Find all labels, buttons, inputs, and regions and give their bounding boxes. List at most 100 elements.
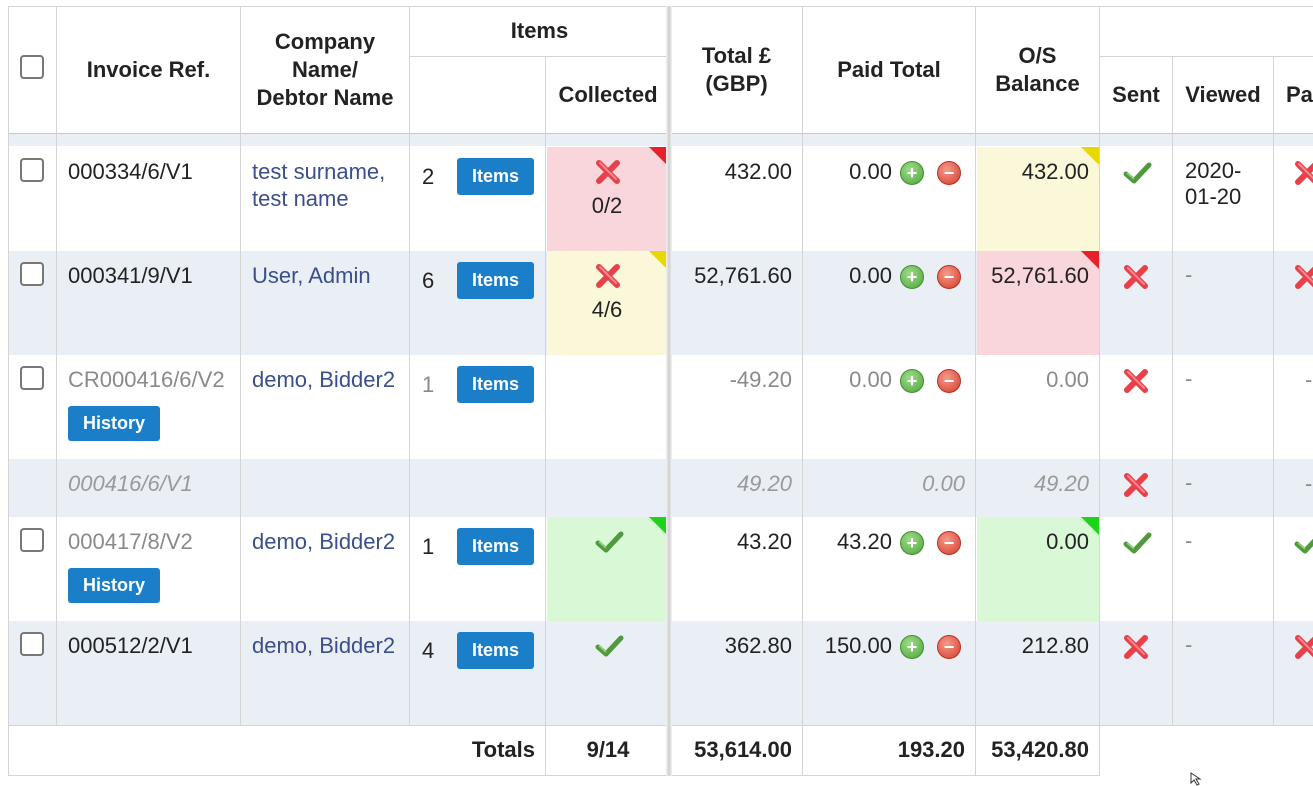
- paid-amount: 0.00: [922, 471, 965, 496]
- os-balance-amount: 212.80: [1021, 633, 1089, 658]
- paid-amount: 0.00: [849, 159, 892, 184]
- row-checkbox[interactable]: [20, 366, 44, 390]
- company-link[interactable]: demo, Bidder2: [252, 529, 396, 554]
- add-payment-icon[interactable]: +: [900, 161, 924, 185]
- os-balance-amount: 0.00: [1046, 529, 1089, 554]
- status-corner-flag: [1081, 147, 1099, 165]
- paid-amount: 43.20: [836, 529, 892, 554]
- header-invoice-ref[interactable]: Invoice Ref.: [86, 56, 211, 82]
- os-balance-amount: 52,761.60: [991, 263, 1089, 288]
- total-amount: 432.00: [724, 159, 792, 184]
- collected-status-cell: [547, 147, 667, 251]
- totals-label: Totals: [471, 737, 535, 762]
- invoice-ref[interactable]: CR000416/6/V2: [68, 367, 225, 392]
- collected-status-cell: [547, 517, 667, 621]
- invoice-ref[interactable]: 000417/8/V2: [68, 529, 193, 554]
- paid-amount: 0.00: [849, 367, 892, 392]
- paid-status-text: -: [1305, 367, 1313, 392]
- collected-count: 4/6: [591, 297, 623, 322]
- table-row: [9, 459, 1313, 517]
- table-row: [9, 621, 1313, 725]
- sent-status-icon: [1122, 633, 1150, 661]
- company-link[interactable]: test surname, test name: [252, 159, 386, 211]
- row-checkbox[interactable]: [20, 158, 44, 182]
- header-os-balance[interactable]: O/S Balance: [995, 42, 1080, 96]
- paid-amount: 0.00: [849, 263, 892, 288]
- paid-status-icon: [1293, 529, 1313, 557]
- item-count: 4: [422, 638, 435, 663]
- company-link[interactable]: demo, Bidder2: [252, 633, 396, 658]
- header-items-group: Items: [510, 18, 569, 43]
- os-status-cell: [977, 147, 1099, 251]
- row-checkbox[interactable]: [20, 528, 44, 552]
- row-checkbox[interactable]: [20, 632, 44, 656]
- os-balance-amount: 432.00: [1021, 159, 1089, 184]
- collected-status-icon: [594, 158, 622, 186]
- select-all-checkbox[interactable]: [20, 55, 44, 79]
- total-amount: -49.20: [729, 367, 792, 392]
- invoice-ref[interactable]: 000512/2/V1: [68, 633, 193, 658]
- add-payment-icon[interactable]: +: [900, 531, 924, 555]
- os-status-cell: [977, 251, 1099, 355]
- totals-total: 53,614.00: [694, 737, 792, 762]
- company-link[interactable]: User, Admin: [252, 263, 371, 288]
- company-link[interactable]: demo, Bidder2: [252, 367, 396, 392]
- collected-status-icon: [594, 632, 624, 660]
- header-viewed[interactable]: Viewed: [1185, 82, 1261, 107]
- items-button[interactable]: Items: [457, 528, 534, 565]
- status-corner-flag: [1081, 251, 1099, 269]
- remove-payment-icon[interactable]: −: [937, 265, 961, 289]
- remove-payment-icon[interactable]: −: [937, 369, 961, 393]
- collected-status-cell: [547, 251, 667, 355]
- viewed-date: -: [1185, 470, 1193, 495]
- viewed-date: -: [1185, 262, 1193, 287]
- add-payment-icon[interactable]: +: [900, 265, 924, 289]
- collected-status-icon: [594, 262, 622, 290]
- viewed-date: -: [1185, 366, 1193, 391]
- sent-status-icon: [1122, 367, 1150, 395]
- paid-status-text: -: [1305, 471, 1313, 496]
- header-sent[interactable]: Sent: [1112, 82, 1160, 107]
- history-button[interactable]: History: [68, 406, 160, 441]
- viewed-date: 2020-01-20: [1185, 158, 1242, 209]
- invoice-ref[interactable]: 000416/6/V1: [68, 471, 193, 496]
- header-collected[interactable]: Collected: [558, 82, 658, 107]
- status-corner-flag: [649, 517, 667, 535]
- items-button[interactable]: Items: [457, 632, 534, 669]
- header-paid-total[interactable]: Paid Total: [837, 56, 941, 82]
- viewed-date: -: [1185, 528, 1193, 553]
- total-amount: 52,761.60: [694, 263, 792, 288]
- os-balance-amount: 0.00: [1046, 367, 1089, 392]
- os-status-cell: [977, 517, 1099, 621]
- sent-status-icon: [1122, 159, 1152, 187]
- item-count: 1: [422, 372, 435, 397]
- collected-status-icon: [594, 528, 624, 556]
- items-button[interactable]: Items: [457, 158, 534, 195]
- add-payment-icon[interactable]: +: [900, 369, 924, 393]
- paid-status-icon: [1293, 263, 1313, 291]
- header-company[interactable]: Company Name/ Debtor Name: [256, 29, 394, 110]
- remove-payment-icon[interactable]: −: [937, 635, 961, 659]
- row-checkbox[interactable]: [20, 262, 44, 286]
- os-balance-amount: 49.20: [1033, 471, 1089, 496]
- collected-count: 0/2: [591, 193, 623, 218]
- paid-status-icon: [1293, 159, 1313, 187]
- totals-os: 53,420.80: [991, 737, 1089, 762]
- status-corner-flag: [649, 251, 667, 269]
- header-paid[interactable]: Pa: [1286, 82, 1313, 107]
- invoice-ref[interactable]: 000341/9/V1: [68, 263, 193, 288]
- items-button[interactable]: Items: [457, 262, 534, 299]
- item-count: 2: [422, 164, 435, 189]
- invoice-ref[interactable]: 000334/6/V1: [68, 159, 193, 184]
- add-payment-icon[interactable]: +: [900, 635, 924, 659]
- item-count: 6: [422, 268, 435, 293]
- remove-payment-icon[interactable]: −: [937, 161, 961, 185]
- mouse-cursor-icon: [1190, 772, 1202, 786]
- sent-status-icon: [1122, 471, 1150, 499]
- remove-payment-icon[interactable]: −: [937, 531, 961, 555]
- items-button[interactable]: Items: [457, 366, 534, 403]
- sent-status-icon: [1122, 263, 1150, 291]
- total-amount: 43.20: [736, 529, 792, 554]
- history-button[interactable]: History: [68, 568, 160, 603]
- header-total[interactable]: Total £(GBP): [701, 42, 772, 96]
